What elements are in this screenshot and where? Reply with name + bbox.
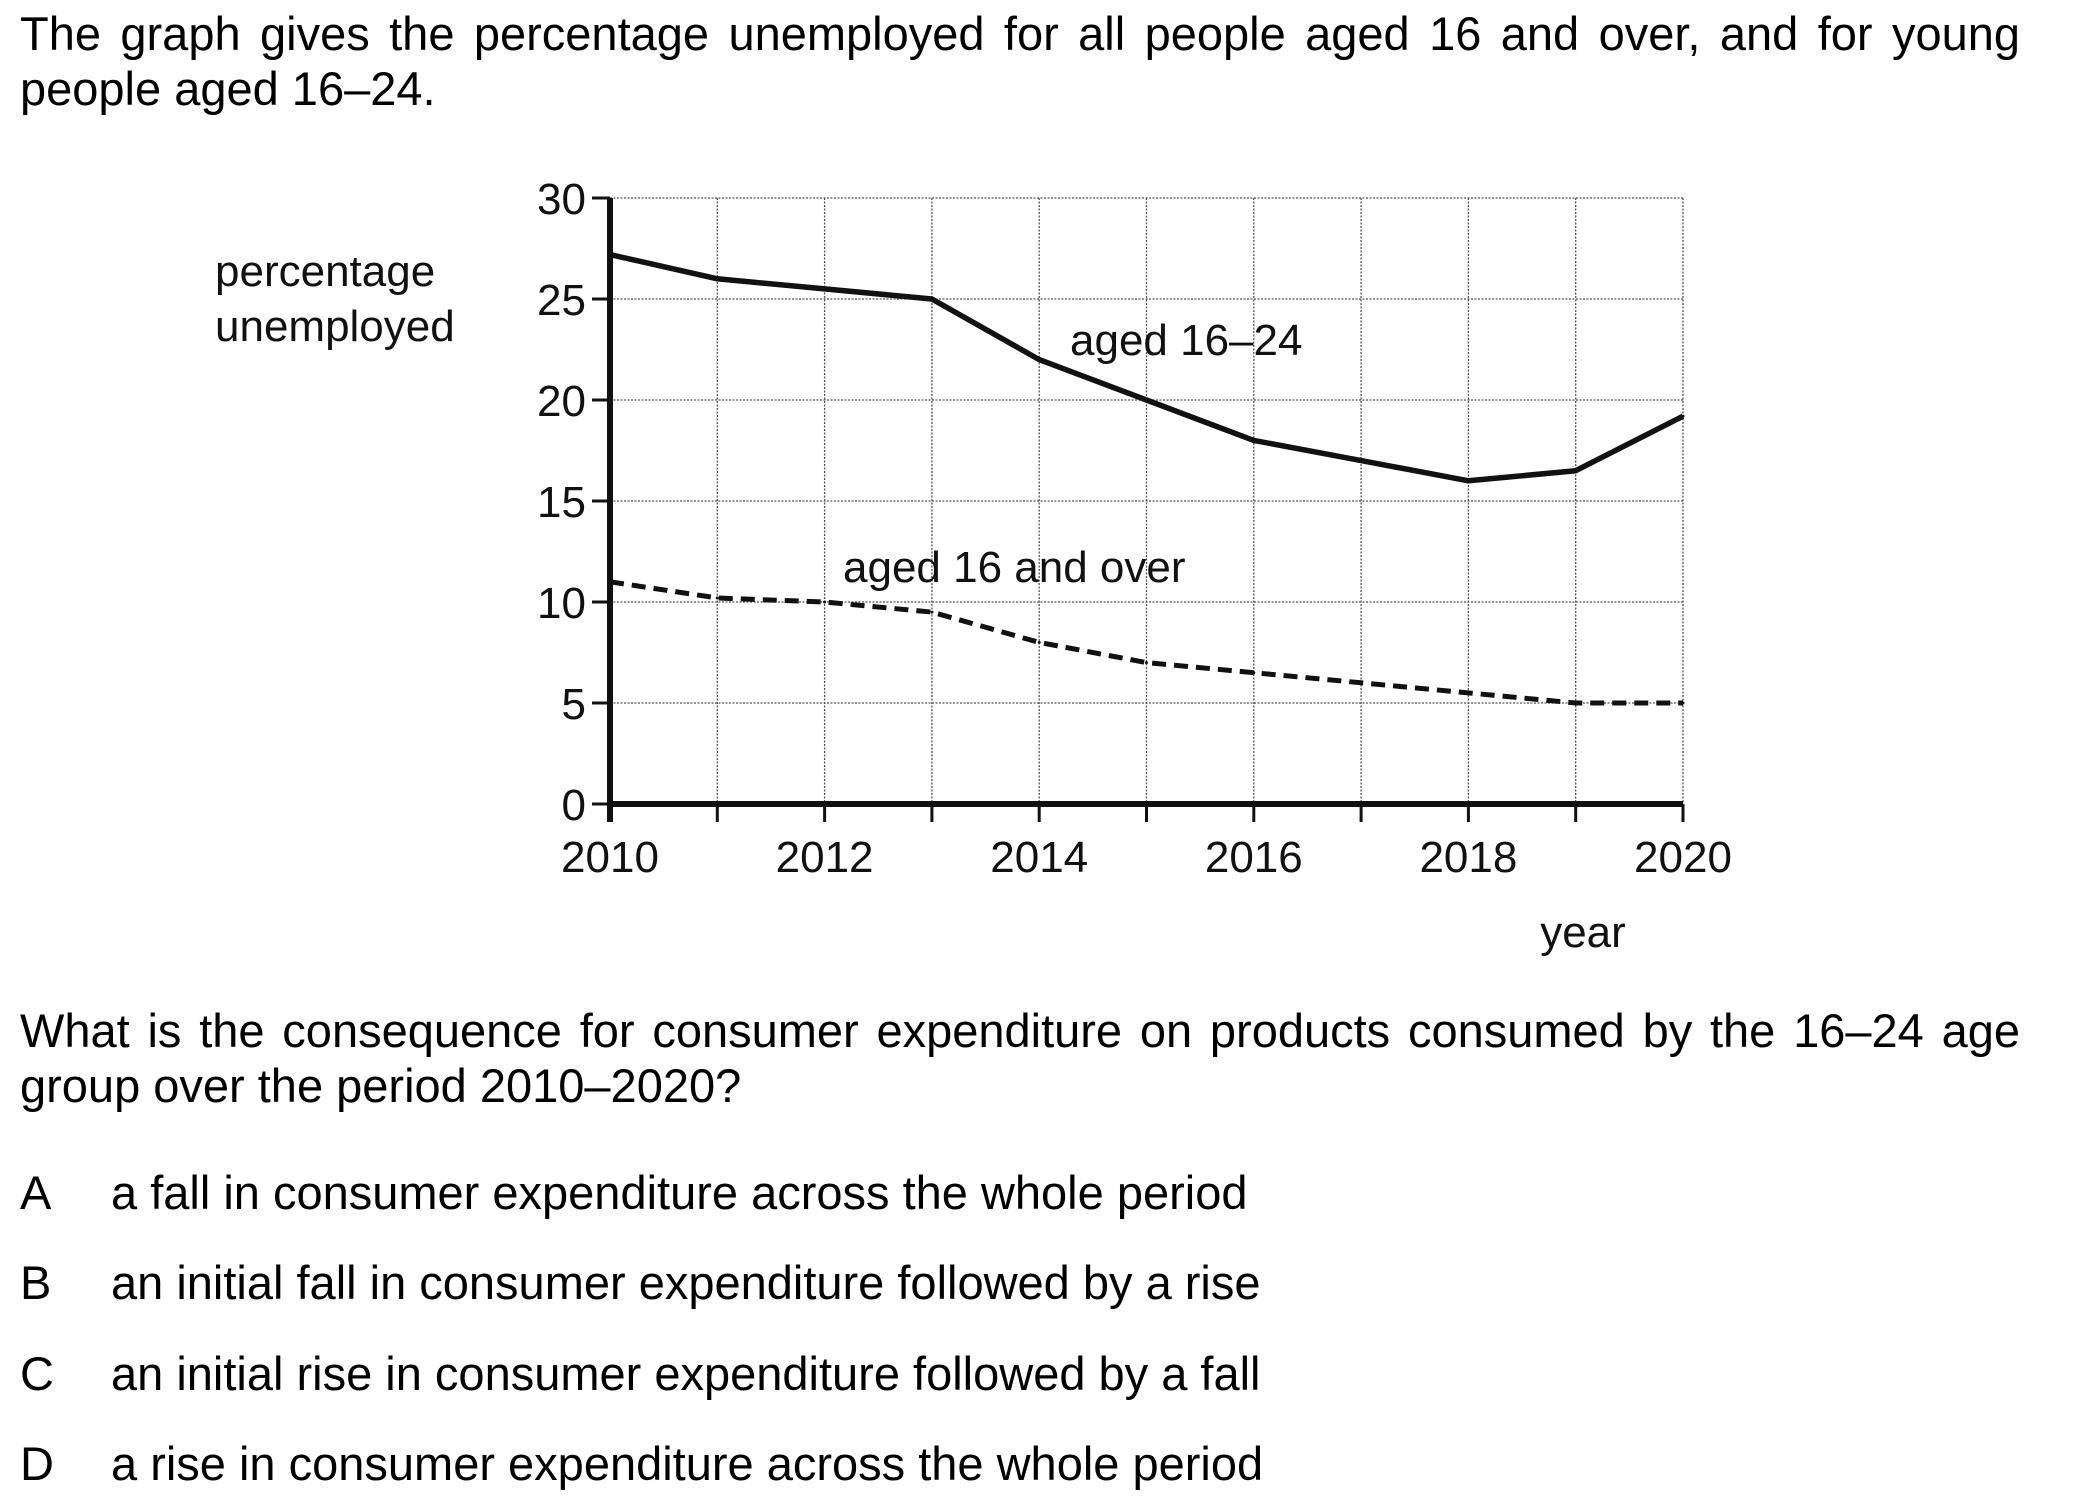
data-point [1574,469,1578,473]
data-point [823,287,827,291]
y-axis-title-line: percentage [215,247,435,296]
data-point [715,596,719,600]
data-point [930,610,934,614]
data-point [715,277,719,281]
series-label: aged 16 and over [843,543,1186,592]
y-tick-label: 10 [537,579,586,628]
data-point [1037,640,1041,644]
chart-series [608,251,1685,706]
x-tick-label: 2012 [776,833,874,882]
y-tick-label: 25 [537,276,586,325]
data-point [1681,414,1685,418]
y-tick-label: 15 [537,478,586,527]
series-line-aged-16-and-over [609,579,1683,706]
option-c-letter: C [20,1347,54,1400]
chart-grid [610,197,1684,804]
data-point [1145,398,1148,402]
x-tick-label: 2010 [561,833,659,882]
chart-axes [592,196,1685,822]
question-stem: What is the consequence for consumer exp… [20,1004,2020,1112]
chart-labels: 0 5 10 15 20 25 30 2010 2012 2014 2016 2018 2020 perc… [215,175,1732,957]
x-tick-label: 2014 [990,833,1088,882]
data-point [1466,691,1470,695]
y-axis-title-line: unemployed [215,302,455,351]
y-tick-label: 20 [537,377,586,426]
series-label: aged 16–24 [1070,316,1302,365]
data-point [608,580,612,584]
x-axis-title: year [1540,908,1626,957]
data-point [823,600,827,604]
y-tick-label: 30 [537,175,586,224]
data-point [608,253,612,257]
intro-text: The graph gives the percentage unemploye… [20,7,2020,115]
option-a-letter: A [20,1166,52,1219]
data-point [1359,681,1363,685]
data-point [1466,479,1470,483]
option-b-text: an initial fall in consumer expenditure … [111,1256,1261,1309]
option-d-letter: D [20,1437,54,1490]
data-point [930,297,934,301]
y-tick-label: 0 [562,781,586,830]
x-tick-label: 2016 [1205,833,1303,882]
x-tick-label: 2020 [1634,833,1732,882]
option-c-text: an initial rise in consumer expenditure … [111,1347,1261,1400]
x-tick-label: 2018 [1419,833,1517,882]
data-point [1681,701,1685,705]
option-a-text: a fall in consumer expenditure across th… [111,1166,1248,1219]
data-point [1037,358,1041,362]
data-point [1252,671,1256,675]
y-tick-label: 5 [562,680,586,729]
data-point [1359,459,1363,463]
line-chart: 0 5 10 15 20 25 30 2010 2012 2014 2016 2018 2020 perc… [215,175,1732,957]
option-b-letter: B [20,1256,52,1309]
data-point [1574,701,1578,705]
data-point [1145,661,1148,665]
option-d-text: a rise in consumer expenditure across th… [111,1437,1264,1490]
data-point [1252,438,1256,442]
